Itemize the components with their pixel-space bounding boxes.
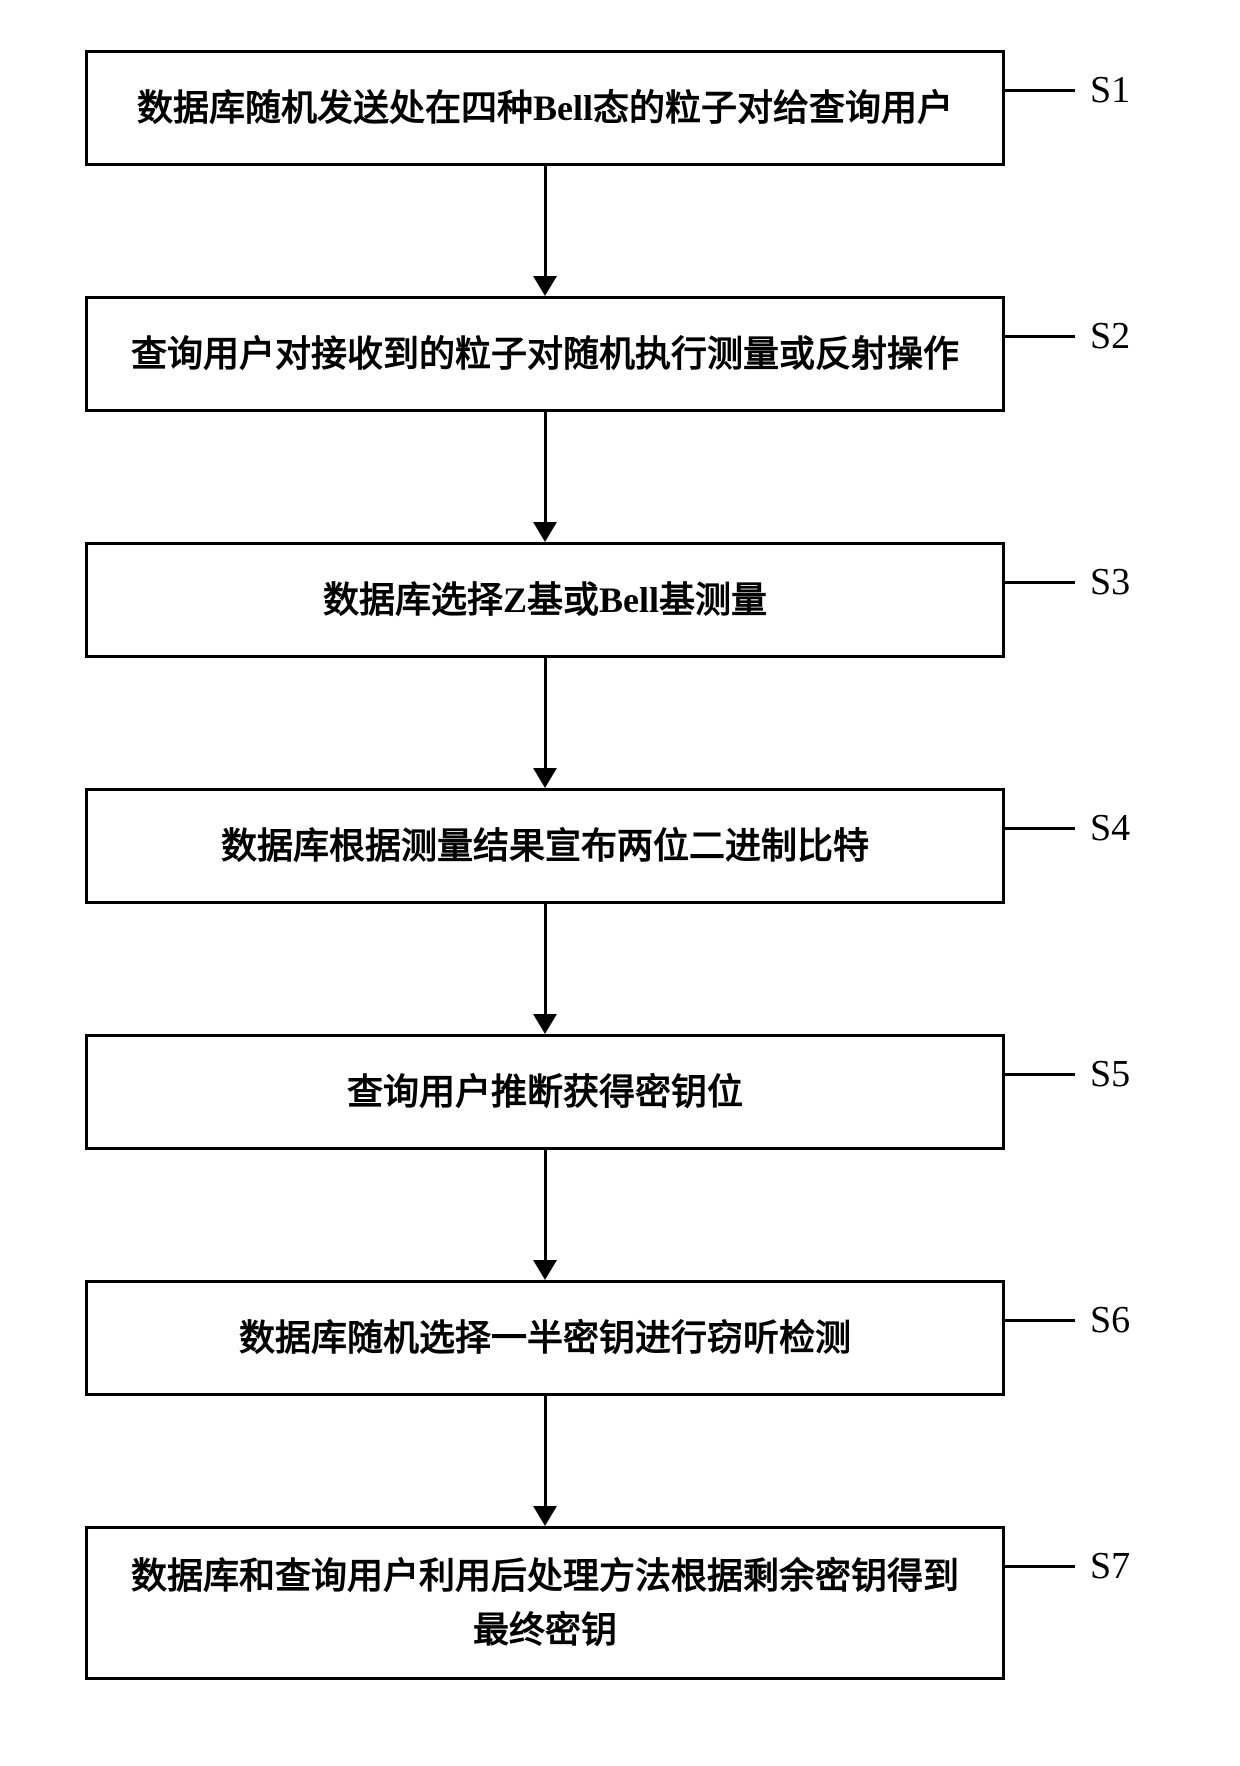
step-box-1: 数据库随机发送处在四种Bell态的粒子对给查询用户 [85,50,1005,166]
arrow-line-5 [544,1150,547,1260]
step-row-7: 数据库和查询用户利用后处理方法根据剩余密钥得到最终密钥 S7 [85,1526,1155,1680]
connector-line-7 [1005,1565,1075,1568]
step-box-2: 查询用户对接收到的粒子对随机执行测量或反射操作 [85,296,1005,412]
arrow-line-4 [544,904,547,1014]
step-text-4: 数据库根据测量结果宣布两位二进制比特 [221,819,869,873]
step-text-2: 查询用户对接收到的粒子对随机执行测量或反射操作 [131,327,959,381]
arrow-container-2 [85,412,1005,542]
arrow-container-5 [85,1150,1005,1280]
arrow-container-1 [85,166,1005,296]
step-box-7: 数据库和查询用户利用后处理方法根据剩余密钥得到最终密钥 [85,1526,1005,1680]
connector-line-1 [1005,89,1075,92]
flowchart-container: 数据库随机发送处在四种Bell态的粒子对给查询用户 S1 查询用户对接收到的粒子… [85,50,1155,1680]
step-label-5: S5 [1090,1052,1130,1096]
connector-line-3 [1005,581,1075,584]
arrow-head-4 [533,1014,557,1034]
step-text-1: 数据库随机发送处在四种Bell态的粒子对给查询用户 [137,81,953,135]
arrow-line-1 [544,166,547,276]
label-connector-2: S2 [1005,314,1130,358]
step-row-6: 数据库随机选择一半密钥进行窃听检测 S6 [85,1280,1155,1396]
step-box-6: 数据库随机选择一半密钥进行窃听检测 [85,1280,1005,1396]
label-connector-5: S5 [1005,1052,1130,1096]
arrow-container-3 [85,658,1005,788]
step-text-3: 数据库选择Z基或Bell基测量 [323,573,767,627]
step-row-3: 数据库选择Z基或Bell基测量 S3 [85,542,1155,658]
arrow-head-3 [533,768,557,788]
connector-line-2 [1005,335,1075,338]
label-connector-7: S7 [1005,1544,1130,1588]
step-label-7: S7 [1090,1544,1130,1588]
step-label-4: S4 [1090,806,1130,850]
arrow-2 [533,412,557,542]
connector-line-4 [1005,827,1075,830]
step-row-1: 数据库随机发送处在四种Bell态的粒子对给查询用户 S1 [85,50,1155,166]
arrow-line-3 [544,658,547,768]
connector-line-6 [1005,1319,1075,1322]
arrow-container-6 [85,1396,1005,1526]
arrow-3 [533,658,557,788]
step-box-3: 数据库选择Z基或Bell基测量 [85,542,1005,658]
step-row-2: 查询用户对接收到的粒子对随机执行测量或反射操作 S2 [85,296,1155,412]
step-text-6: 数据库随机选择一半密钥进行窃听检测 [239,1311,851,1365]
arrow-line-2 [544,412,547,522]
arrow-head-1 [533,276,557,296]
label-connector-3: S3 [1005,560,1130,604]
label-connector-4: S4 [1005,806,1130,850]
arrow-1 [533,166,557,296]
label-connector-1: S1 [1005,68,1130,112]
arrow-4 [533,904,557,1034]
step-label-2: S2 [1090,314,1130,358]
arrow-head-6 [533,1506,557,1526]
step-row-4: 数据库根据测量结果宣布两位二进制比特 S4 [85,788,1155,904]
arrow-line-6 [544,1396,547,1506]
step-label-6: S6 [1090,1298,1130,1342]
label-connector-6: S6 [1005,1298,1130,1342]
step-row-5: 查询用户推断获得密钥位 S5 [85,1034,1155,1150]
step-label-3: S3 [1090,560,1130,604]
step-label-1: S1 [1090,68,1130,112]
step-box-4: 数据库根据测量结果宣布两位二进制比特 [85,788,1005,904]
connector-line-5 [1005,1073,1075,1076]
step-box-5: 查询用户推断获得密钥位 [85,1034,1005,1150]
arrow-container-4 [85,904,1005,1034]
step-text-7: 数据库和查询用户利用后处理方法根据剩余密钥得到最终密钥 [118,1549,972,1657]
arrow-head-5 [533,1260,557,1280]
step-text-5: 查询用户推断获得密钥位 [347,1065,743,1119]
arrow-5 [533,1150,557,1280]
arrow-head-2 [533,522,557,542]
arrow-6 [533,1396,557,1526]
